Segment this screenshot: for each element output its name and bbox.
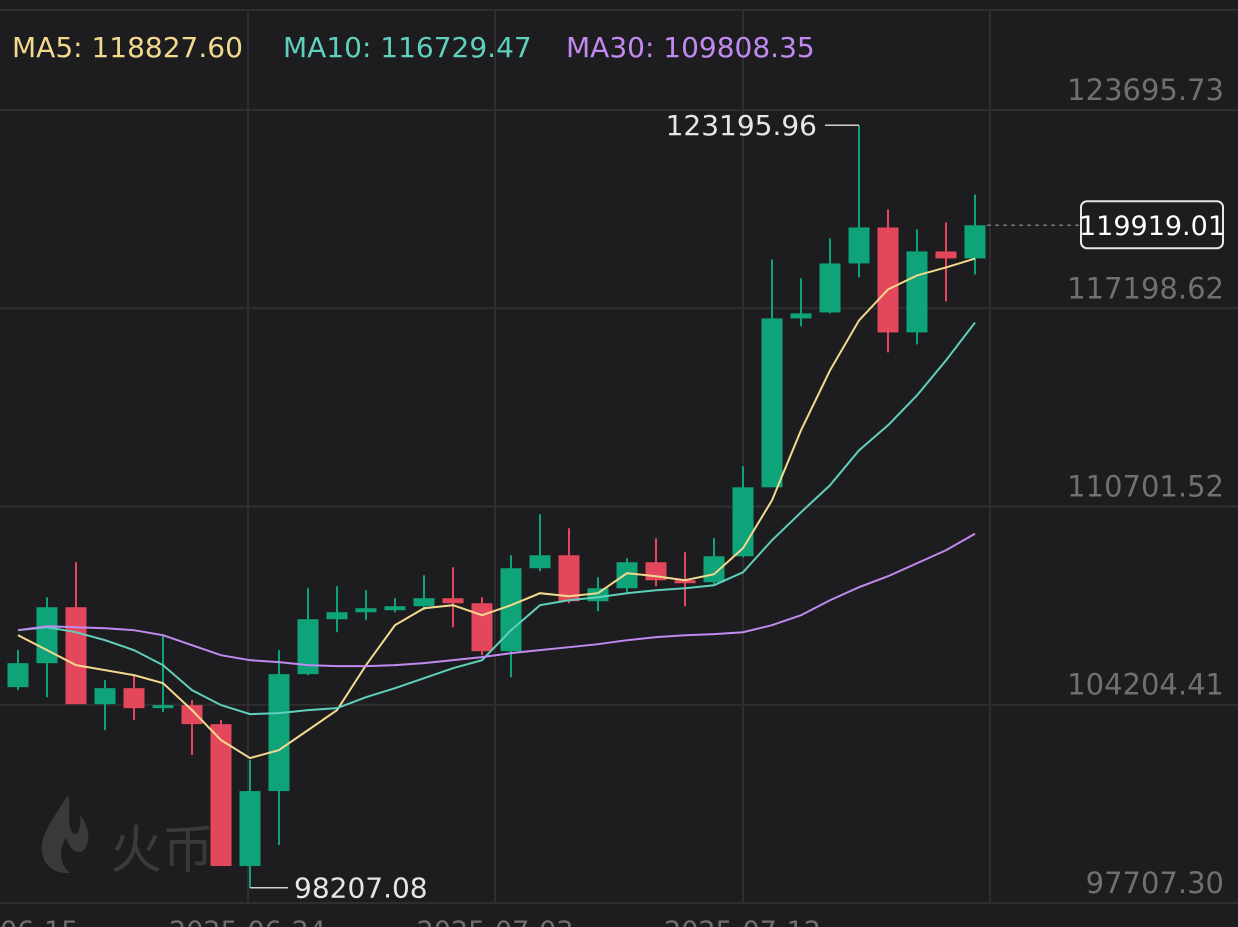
watermark-logo [41, 795, 89, 874]
candle-body [36, 607, 58, 664]
ma-line [17, 532, 976, 668]
legend-entry: MA30: 109808.35 [566, 31, 815, 64]
candle-body [152, 705, 174, 709]
candle-body [819, 263, 841, 313]
legend-entry: MA10: 116729.47 [283, 31, 532, 64]
candle-body [703, 556, 725, 583]
legend-entry: MA5: 118827.60 [12, 31, 243, 64]
y-tick-label: 97707.30 [1086, 866, 1224, 900]
high-label: 123195.96 [666, 109, 817, 142]
candle-body [239, 791, 261, 867]
candle-body [384, 606, 406, 611]
candle-body [500, 568, 522, 652]
low-label: 98207.08 [294, 872, 428, 905]
x-tick-label: 2025-07-03 [417, 916, 574, 927]
ma-line [17, 321, 976, 716]
candle-body [297, 619, 319, 675]
logo-flame [41, 795, 89, 874]
last-price-box [1080, 200, 1224, 250]
candle-body [761, 318, 783, 488]
y-tick-label: 117198.62 [1067, 271, 1224, 305]
plot-area: 123195.96 98207.08 119919.01 [7, 109, 1225, 905]
x-tick-label: 2025-07-12 [664, 916, 821, 927]
candle-body [326, 612, 348, 620]
watermark-text: 火币 [110, 821, 214, 881]
candle-body [732, 487, 754, 557]
x-tick-label: 2025-06-15 [0, 916, 78, 927]
candle-body [877, 227, 899, 333]
y-tick-label: 104204.41 [1067, 668, 1224, 702]
candle-body [7, 663, 29, 688]
candle-body [268, 674, 290, 792]
candle-body [94, 688, 116, 705]
candle-body [181, 705, 203, 725]
candle-body [790, 313, 812, 319]
legend: MA5: 118827.60 MA10: 116729.47 MA30: 10980… [12, 31, 815, 64]
candle-body [964, 225, 986, 259]
candle-body [355, 608, 377, 613]
candle-body [210, 724, 232, 867]
candle-body [935, 251, 957, 259]
candle-body [674, 580, 696, 584]
last-price-label: 119919.01 [1079, 211, 1225, 242]
candle-body [906, 251, 928, 333]
candle-body [616, 562, 638, 589]
candle-body [442, 598, 464, 604]
x-tick-label: 2025-06-24 [169, 916, 326, 927]
candle-body [529, 555, 551, 569]
candle-body [65, 607, 87, 705]
candle-body [413, 598, 435, 607]
candle-body [558, 555, 580, 602]
candle-body [848, 227, 870, 264]
y-tick-label: 123695.73 [1067, 73, 1224, 107]
candle-body [471, 603, 493, 652]
y-tick-label: 110701.52 [1067, 469, 1224, 503]
ma-line [17, 257, 976, 760]
grid: 97707.30 104204.41 110701.52 117198.62 12369… [0, 9, 1238, 927]
candle-body [123, 688, 145, 709]
